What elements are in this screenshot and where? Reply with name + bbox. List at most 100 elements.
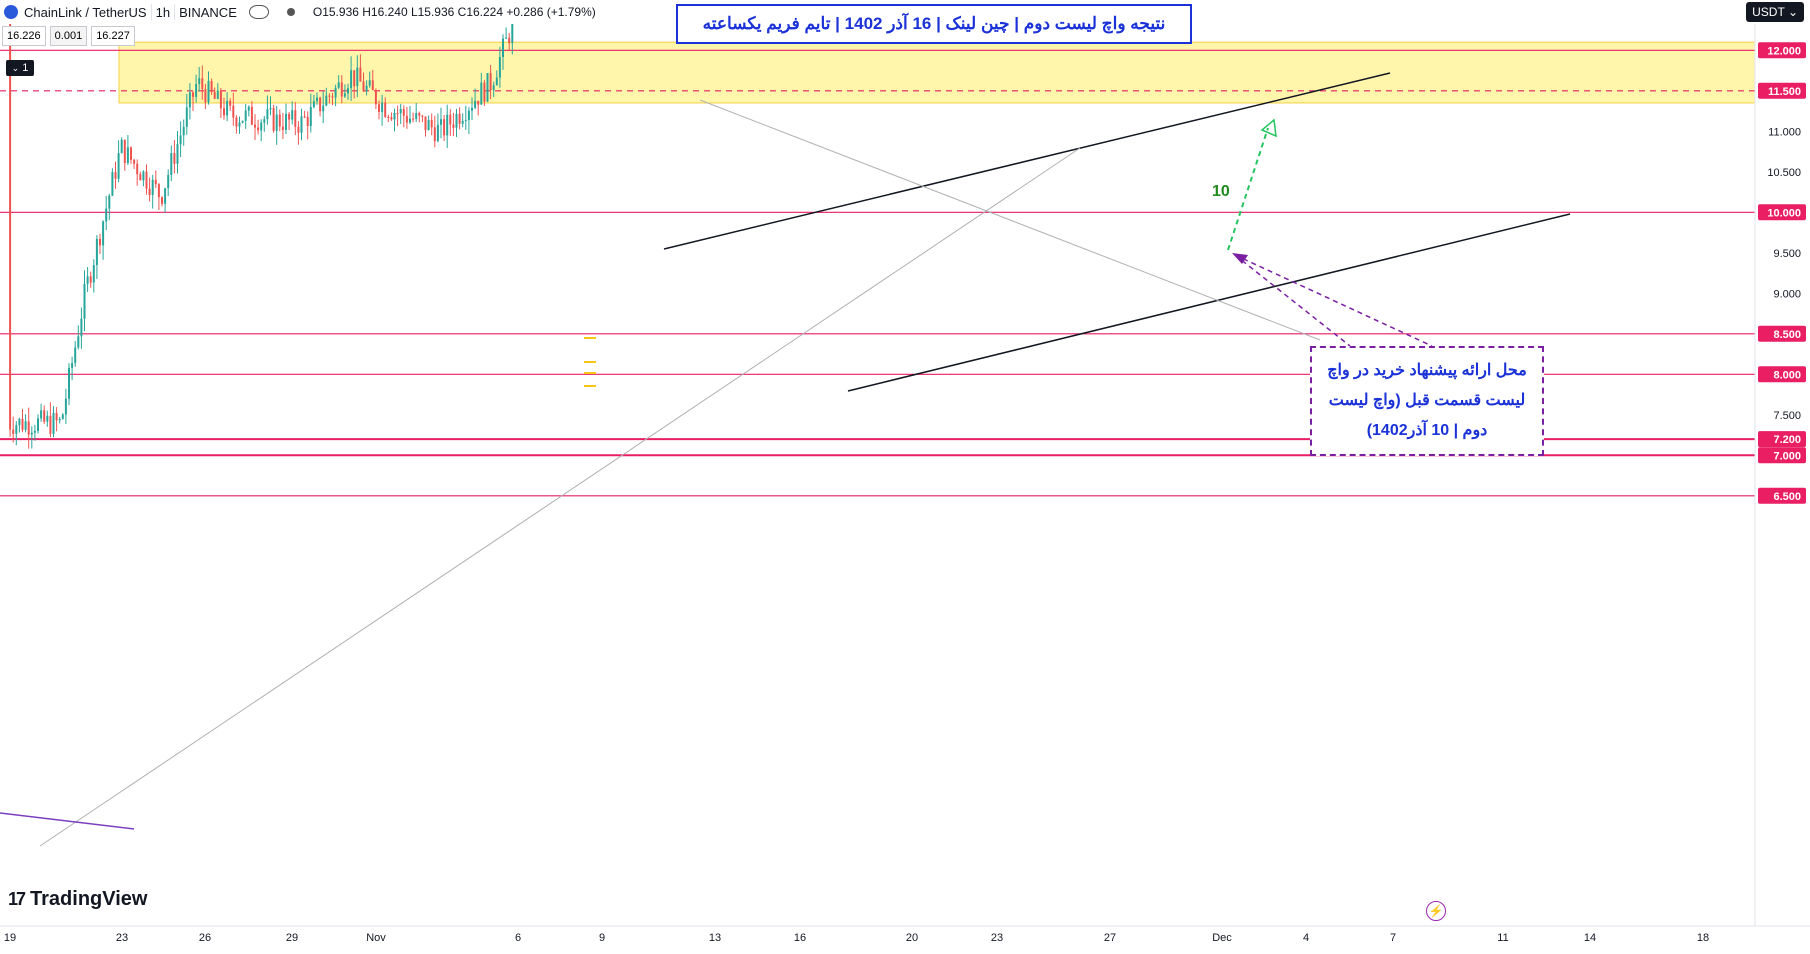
move-arrow-line — [1228, 128, 1268, 250]
candle-body — [384, 103, 386, 117]
candle-body — [338, 82, 340, 87]
candle-body — [282, 127, 284, 130]
candle-body — [53, 413, 55, 434]
candle-body — [93, 265, 95, 283]
candle-body — [477, 101, 479, 105]
lightning-icon[interactable]: ⚡ — [1426, 901, 1446, 921]
buy-zone-note: محل ارائه پیشنهاد خرید در واچ لیست قسمت … — [1310, 346, 1544, 456]
candle-body — [74, 347, 76, 363]
candle-body — [375, 90, 377, 104]
time-tick-label: Dec — [1212, 932, 1232, 944]
candle-body — [108, 196, 110, 209]
candle-body — [483, 83, 485, 102]
candle-body — [170, 153, 172, 175]
candle-body — [490, 73, 492, 90]
ask-price[interactable]: 16.227 — [91, 26, 135, 46]
candle-body — [164, 188, 166, 203]
candle-body — [158, 184, 160, 197]
candle-body — [304, 116, 306, 117]
candle-body — [118, 153, 120, 179]
candle-body — [456, 114, 458, 128]
candle-body — [31, 433, 33, 435]
candle-body — [502, 39, 504, 57]
interval-label[interactable]: 1h — [152, 5, 174, 20]
candle-body — [397, 113, 399, 114]
price-tick-label: 8.000 — [1773, 369, 1801, 381]
candle-body — [359, 68, 361, 82]
candle-body — [40, 410, 42, 418]
candle-body — [186, 107, 188, 126]
candle-body — [328, 96, 330, 97]
indicators-toggle[interactable]: ⌄ 1 — [6, 60, 34, 76]
candle-body — [381, 103, 383, 112]
time-tick-label: 18 — [1697, 932, 1709, 944]
candle-body — [335, 88, 337, 98]
candle-body — [459, 114, 461, 124]
price-axis: 17.00016.50016.00015.50015.00014.50014.0… — [1693, 0, 1806, 926]
candle-body — [471, 108, 473, 111]
note-pointer-line — [1235, 255, 1432, 346]
candle-body — [155, 180, 157, 184]
candle-body — [474, 101, 476, 108]
candle-body — [356, 68, 358, 87]
quote-panel: 16.226 0.001 16.227 — [2, 26, 135, 46]
note-pointer-line — [1235, 255, 1350, 346]
candle-body — [468, 111, 470, 120]
candle-body — [257, 128, 259, 131]
candle-body — [462, 121, 464, 124]
candle-body — [480, 83, 482, 105]
trendlines-layer — [0, 73, 1570, 846]
chart-title: نتیجه واچ لیست دوم | چین لینک | 16 آذر 1… — [676, 4, 1192, 44]
candle-body — [96, 239, 98, 265]
time-tick-label: 7 — [1390, 932, 1396, 944]
candle-body — [208, 81, 210, 102]
candle-body — [77, 336, 79, 347]
candle-body — [161, 197, 163, 204]
time-tick-label: 6 — [515, 932, 521, 944]
currency-selector[interactable]: USDT ⌄ — [1746, 2, 1804, 22]
time-tick-label: 19 — [4, 932, 16, 944]
candle-body — [90, 276, 92, 282]
candle-body — [226, 101, 228, 116]
candle-body — [266, 109, 268, 119]
candle-body — [183, 127, 185, 136]
price-tick-label: 12.000 — [1767, 45, 1801, 57]
candle-body — [270, 108, 272, 109]
candle-body — [99, 239, 101, 245]
candle-body — [211, 81, 213, 92]
candle-body — [198, 78, 200, 84]
candle-body — [102, 222, 104, 246]
bid-price[interactable]: 16.226 — [2, 26, 46, 46]
candle-body — [133, 160, 135, 164]
market-status-icon[interactable] — [287, 8, 295, 16]
tradingview-logo[interactable]: 17 TradingView — [8, 888, 147, 911]
candle-body — [146, 172, 148, 189]
exchange-label[interactable]: BINANCE — [175, 5, 241, 20]
candle-body — [273, 108, 275, 131]
candle-body — [18, 419, 20, 425]
candle-body — [56, 413, 58, 420]
brand-label: TradingView — [30, 888, 147, 911]
candle-body — [223, 108, 225, 115]
price-tick-label: 7.000 — [1773, 450, 1801, 462]
candle-body — [322, 106, 324, 112]
candle-body — [105, 209, 107, 222]
time-tick-label: 9 — [599, 932, 605, 944]
candle-body — [115, 172, 117, 179]
candle-body — [34, 431, 36, 433]
eye-icon[interactable] — [249, 5, 269, 19]
early-trend-line — [0, 813, 134, 829]
candle-body — [62, 414, 64, 418]
chevron-down-icon: ⌄ — [1788, 5, 1798, 19]
symbol-name[interactable]: ChainLink / TetherUS — [20, 5, 151, 20]
candle-body — [446, 115, 448, 136]
candle-body — [121, 140, 123, 153]
time-tick-label: 20 — [906, 932, 918, 944]
candle-body — [276, 115, 278, 131]
currency-label: USDT — [1752, 5, 1784, 19]
time-tick-label: 16 — [794, 932, 806, 944]
symbol-header: ChainLink / TetherUS 1h BINANCE O15.936 … — [0, 0, 600, 24]
time-tick-label: 26 — [199, 932, 211, 944]
